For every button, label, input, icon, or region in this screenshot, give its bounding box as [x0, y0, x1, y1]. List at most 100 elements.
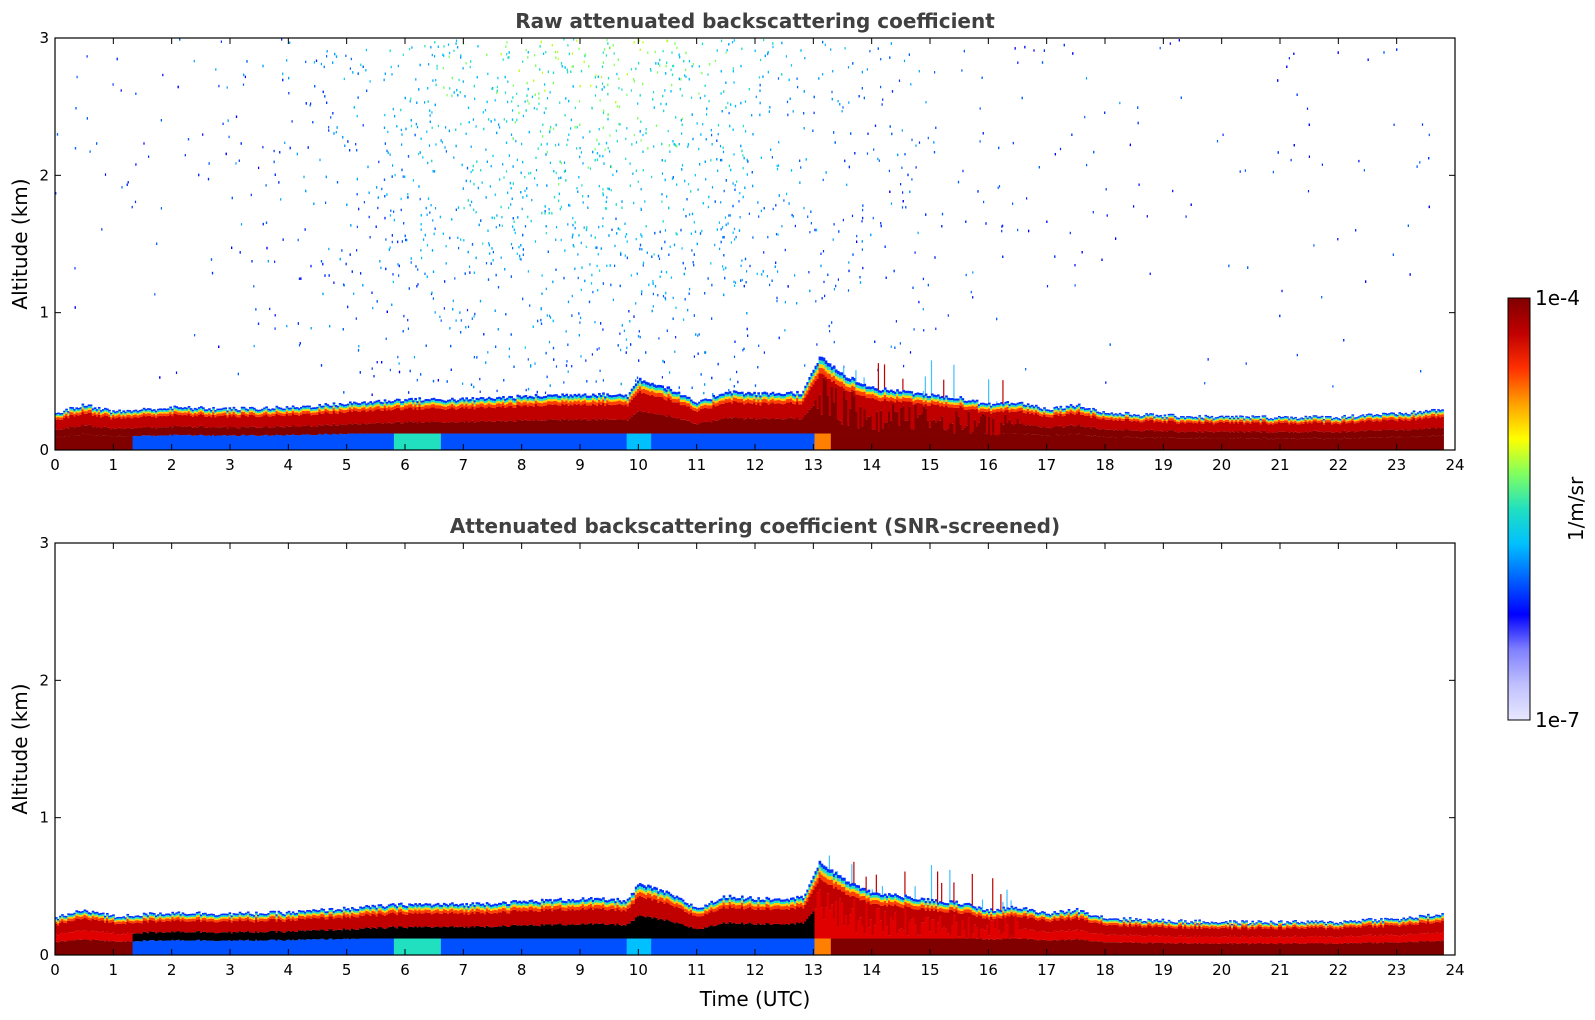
noise-point [511, 100, 513, 103]
layer-cell [138, 409, 142, 412]
layer-cell [698, 405, 701, 408]
layer-cell [101, 427, 105, 436]
layer-cell [297, 409, 301, 412]
layer-cell [132, 417, 136, 429]
layer-cell [412, 406, 415, 410]
layer-cell [438, 408, 442, 423]
layer-cell [606, 418, 609, 434]
layer-cell [216, 411, 219, 414]
noise-point [513, 365, 515, 368]
layer-cell [132, 410, 136, 412]
noise-point [462, 187, 464, 190]
noise-point [344, 144, 346, 147]
layer-cell [267, 427, 270, 436]
layer-cell [202, 426, 205, 436]
layer-cell [114, 414, 117, 417]
noise-point [386, 193, 388, 196]
noise-point [1421, 123, 1424, 126]
noise-point [480, 169, 482, 172]
layer-cell [161, 413, 164, 417]
layer-cell [89, 434, 93, 450]
layer-cell [61, 417, 64, 420]
layer-cell [489, 404, 493, 408]
layer-cell [634, 433, 638, 450]
layer-cell [130, 412, 134, 415]
layer-cell [528, 402, 532, 406]
layer-cell [189, 415, 193, 427]
noise-point [789, 97, 791, 100]
layer-cell [255, 411, 258, 413]
layer-cell [520, 433, 524, 450]
noise-point [774, 265, 776, 268]
layer-cell [169, 408, 172, 411]
layer-cell [310, 412, 313, 416]
noise-point [416, 101, 418, 104]
noise-point [605, 54, 607, 57]
layer-cell [575, 404, 579, 420]
layer-cell [696, 411, 699, 425]
noise-point [844, 47, 846, 50]
layer-cell [679, 419, 683, 434]
layer-cell [436, 403, 440, 406]
layer-cell [708, 399, 711, 402]
layer-cell [89, 412, 93, 425]
layer-cell [698, 433, 701, 450]
layer-cell [585, 400, 589, 403]
noise-point [397, 64, 399, 68]
noise-point [672, 296, 674, 300]
layer-cell [116, 417, 119, 429]
layer-cell [342, 408, 346, 411]
layer-cell [267, 413, 270, 417]
noise-point [335, 131, 337, 134]
layer-cell [308, 409, 311, 411]
layer-cell [451, 433, 454, 450]
layer-cell [167, 411, 170, 414]
noise-point [1180, 96, 1182, 99]
layer-cell [275, 407, 279, 410]
layer-cell [510, 420, 513, 434]
layer-cell [681, 419, 685, 434]
noise-point [289, 41, 291, 44]
layer-cell [606, 403, 609, 419]
noise-point [583, 226, 585, 229]
layer-cell [275, 413, 279, 426]
layer-cell [324, 404, 328, 407]
noise-point [577, 253, 579, 256]
layer-cell [532, 406, 536, 421]
noise-point [685, 215, 687, 218]
layer-cell [596, 433, 599, 450]
noise-point [890, 202, 893, 205]
noise-point [607, 77, 610, 80]
layer-cell [418, 401, 422, 404]
noise-point [541, 274, 543, 277]
noise-point [746, 327, 748, 331]
layer-cell [561, 403, 564, 419]
noise-point [609, 150, 611, 153]
layer-cell [657, 384, 660, 388]
noise-point [513, 220, 515, 223]
layer-cell [649, 395, 652, 414]
layer-cell [561, 433, 564, 450]
layer-cell [636, 388, 640, 394]
noise-point [381, 361, 383, 364]
noise-point [602, 217, 604, 220]
layer-cell [112, 428, 115, 437]
layer-cell [197, 434, 201, 450]
noise-point [273, 149, 275, 153]
noise-point [520, 171, 522, 174]
noise-point [450, 344, 452, 348]
noise-point [671, 83, 673, 87]
layer-cell [95, 416, 99, 428]
layer-cell [645, 389, 648, 395]
noise-point [401, 240, 403, 243]
noise-point [467, 325, 470, 328]
noise-point [1072, 52, 1074, 55]
layer-cell [150, 413, 154, 415]
layer-cell [414, 404, 417, 408]
layer-cell [553, 394, 556, 397]
noise-point [177, 85, 179, 89]
layer-cell [724, 433, 728, 450]
layer-cell [683, 401, 687, 406]
layer-cell [694, 404, 697, 407]
noise-point [376, 361, 378, 364]
